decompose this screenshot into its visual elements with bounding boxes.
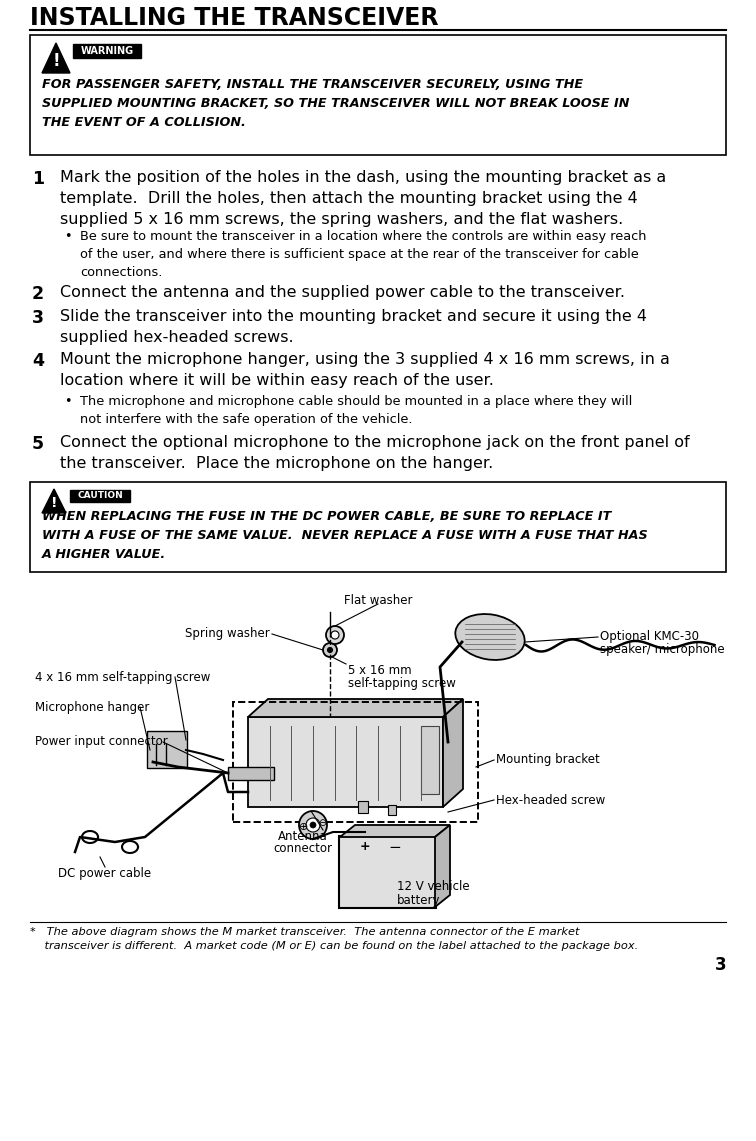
Bar bbox=[233, 702, 478, 822]
Text: The microphone and microphone cable should be mounted in a place where they will: The microphone and microphone cable shou… bbox=[80, 395, 632, 426]
Ellipse shape bbox=[455, 614, 525, 659]
FancyBboxPatch shape bbox=[70, 489, 130, 502]
FancyBboxPatch shape bbox=[30, 482, 726, 572]
FancyBboxPatch shape bbox=[388, 806, 396, 815]
Text: transceiver is different.  A market code (M or E) can be found on the label atta: transceiver is different. A market code … bbox=[30, 941, 638, 950]
Text: 5 x 16 mm: 5 x 16 mm bbox=[348, 664, 411, 677]
Text: !: ! bbox=[51, 496, 57, 510]
FancyBboxPatch shape bbox=[358, 801, 368, 814]
Text: WARNING: WARNING bbox=[80, 46, 134, 56]
Text: Connect the optional microphone to the microphone jack on the front panel of
the: Connect the optional microphone to the m… bbox=[60, 435, 689, 471]
Polygon shape bbox=[248, 699, 463, 717]
Text: *   The above diagram shows the M market transceiver.  The antenna connector of : * The above diagram shows the M market t… bbox=[30, 926, 580, 937]
Text: FOR PASSENGER SAFETY, INSTALL THE TRANSCEIVER SECURELY, USING THE: FOR PASSENGER SAFETY, INSTALL THE TRANSC… bbox=[42, 78, 583, 91]
Polygon shape bbox=[42, 489, 66, 513]
Text: SUPPLIED MOUNTING BRACKET, SO THE TRANSCEIVER WILL NOT BREAK LOOSE IN: SUPPLIED MOUNTING BRACKET, SO THE TRANSC… bbox=[42, 97, 630, 110]
Text: DC power cable: DC power cable bbox=[58, 867, 151, 880]
Polygon shape bbox=[340, 825, 450, 837]
Text: 12 V vehicle: 12 V vehicle bbox=[397, 880, 469, 893]
Text: ⊖: ⊖ bbox=[318, 818, 326, 828]
Text: !: ! bbox=[52, 52, 60, 70]
Text: 3: 3 bbox=[714, 956, 726, 974]
Text: Microphone hanger: Microphone hanger bbox=[35, 701, 150, 713]
Text: speaker/ microphone: speaker/ microphone bbox=[600, 644, 724, 656]
Text: 5: 5 bbox=[32, 435, 44, 453]
Text: Spring washer: Spring washer bbox=[185, 628, 270, 640]
FancyBboxPatch shape bbox=[147, 731, 187, 768]
Text: •: • bbox=[64, 395, 72, 408]
Text: Mark the position of the holes in the dash, using the mounting bracket as a
temp: Mark the position of the holes in the da… bbox=[60, 170, 666, 227]
Text: 1: 1 bbox=[32, 170, 44, 188]
Circle shape bbox=[323, 644, 337, 657]
Polygon shape bbox=[42, 43, 70, 73]
Text: WITH A FUSE OF THE SAME VALUE.  NEVER REPLACE A FUSE WITH A FUSE THAT HAS: WITH A FUSE OF THE SAME VALUE. NEVER REP… bbox=[42, 529, 648, 542]
FancyBboxPatch shape bbox=[228, 767, 274, 779]
Text: self-tapping screw: self-tapping screw bbox=[348, 677, 456, 690]
Text: Connect the antenna and the supplied power cable to the transceiver.: Connect the antenna and the supplied pow… bbox=[60, 285, 625, 300]
Text: Hex-headed screw: Hex-headed screw bbox=[496, 793, 606, 807]
FancyBboxPatch shape bbox=[339, 836, 436, 908]
Text: Slide the transceiver into the mounting bracket and secure it using the 4
suppli: Slide the transceiver into the mounting … bbox=[60, 309, 647, 345]
Text: 4 x 16 mm self-tapping screw: 4 x 16 mm self-tapping screw bbox=[35, 671, 210, 683]
Polygon shape bbox=[435, 825, 450, 907]
Text: Mounting bracket: Mounting bracket bbox=[496, 753, 600, 767]
Circle shape bbox=[326, 626, 344, 644]
Text: Flat washer: Flat washer bbox=[344, 594, 412, 607]
Text: INSTALLING THE TRANSCEIVER: INSTALLING THE TRANSCEIVER bbox=[30, 6, 438, 30]
Text: ⊕: ⊕ bbox=[299, 822, 308, 832]
Text: −: − bbox=[389, 840, 401, 855]
Polygon shape bbox=[443, 699, 463, 807]
Text: Power input connector: Power input connector bbox=[35, 736, 168, 748]
Text: 2: 2 bbox=[32, 285, 44, 304]
Circle shape bbox=[310, 822, 316, 828]
Text: battery: battery bbox=[397, 895, 441, 907]
Text: Optional KMC-30: Optional KMC-30 bbox=[600, 630, 699, 644]
FancyBboxPatch shape bbox=[30, 35, 726, 155]
Text: Mount the microphone hanger, using the 3 supplied 4 x 16 mm screws, in a
locatio: Mount the microphone hanger, using the 3… bbox=[60, 353, 670, 388]
FancyBboxPatch shape bbox=[421, 726, 439, 793]
Text: Antenna: Antenna bbox=[278, 830, 328, 843]
Text: A HIGHER VALUE.: A HIGHER VALUE. bbox=[42, 548, 166, 561]
Text: +: + bbox=[360, 841, 370, 853]
Text: Be sure to mount the transceiver in a location where the controls are within eas: Be sure to mount the transceiver in a lo… bbox=[80, 230, 646, 280]
Text: 3: 3 bbox=[32, 309, 44, 327]
Text: connector: connector bbox=[274, 842, 333, 855]
Circle shape bbox=[327, 647, 333, 653]
Text: WHEN REPLACING THE FUSE IN THE DC POWER CABLE, BE SURE TO REPLACE IT: WHEN REPLACING THE FUSE IN THE DC POWER … bbox=[42, 510, 612, 523]
Text: THE EVENT OF A COLLISION.: THE EVENT OF A COLLISION. bbox=[42, 116, 246, 129]
Text: 4: 4 bbox=[32, 353, 44, 370]
Circle shape bbox=[331, 631, 339, 639]
Text: •: • bbox=[64, 230, 72, 243]
FancyBboxPatch shape bbox=[248, 717, 443, 807]
Circle shape bbox=[306, 818, 320, 832]
FancyBboxPatch shape bbox=[73, 44, 141, 58]
Text: CAUTION: CAUTION bbox=[77, 492, 123, 501]
Circle shape bbox=[299, 811, 327, 839]
